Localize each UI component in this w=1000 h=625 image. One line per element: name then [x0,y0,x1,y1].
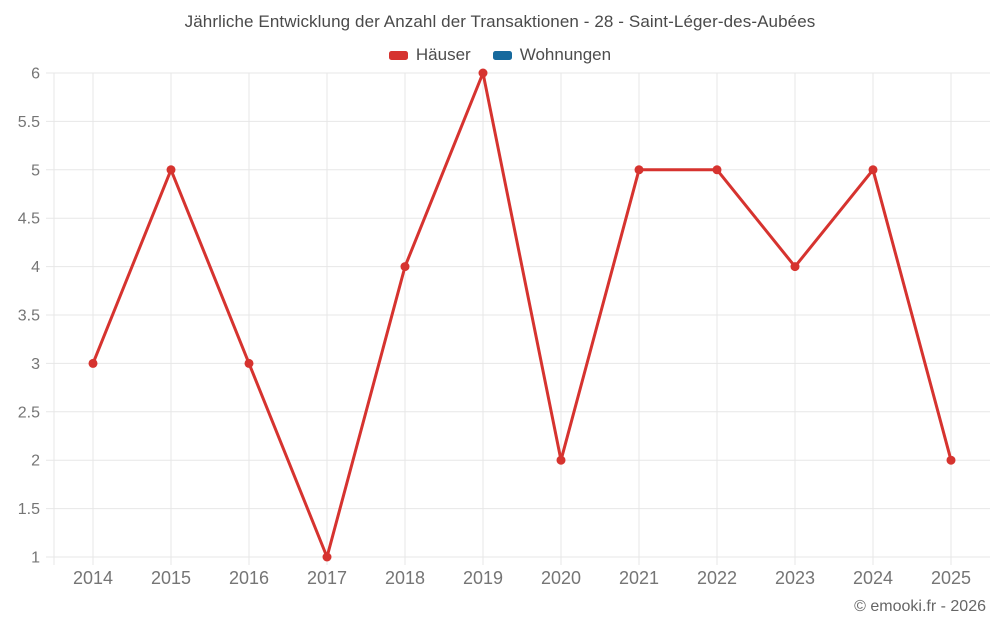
data-point-2016[interactable] [244,358,254,368]
x-axis-tick-label: 2015 [151,568,191,588]
x-axis-tick-label: 2024 [853,568,893,588]
y-axis-tick-label: 2 [31,453,40,470]
data-point-2023[interactable] [790,262,800,272]
y-axis-tick-label: 3 [31,356,40,373]
legend: Häuser Wohnungen [0,45,1000,65]
y-axis-tick-label: 4.5 [18,211,40,228]
x-axis-tick-label: 2023 [775,568,815,588]
data-point-2021[interactable] [634,165,644,175]
hauser-series-swatch-icon [388,50,408,60]
data-point-2022[interactable] [712,165,722,175]
data-point-2025[interactable] [946,455,956,465]
data-point-2017[interactable] [322,552,332,562]
x-axis-tick-label: 2022 [697,568,737,588]
x-axis-tick-label: 2020 [541,568,581,588]
x-axis-tick-label: 2016 [229,568,269,588]
wohnungen-series-swatch-icon [492,50,512,60]
chart-title: Jährliche Entwicklung der Anzahl der Tra… [184,12,816,31]
x-axis-tick-label: 2017 [307,568,347,588]
x-axis-tick-label: 2021 [619,568,659,588]
y-axis-tick-label: 5 [31,162,40,179]
legend-item-wohnungen[interactable]: Wohnungen [492,45,612,65]
y-axis-tick-label: 1 [31,550,40,567]
series-line-häuser [91,71,953,559]
data-point-2024[interactable] [868,165,878,175]
copyright-credit: © emooki.fr - 2026 [854,598,986,615]
x-axis-tick-label: 2025 [931,568,971,588]
x-axis-tick-label: 2014 [73,568,113,588]
y-axis-tick-label: 2.5 [18,404,40,421]
legend-item-hauser[interactable]: Häuser [388,45,471,65]
legend-label-hauser: Häuser [415,45,471,64]
data-point-2014[interactable] [88,358,98,368]
x-axis-tick-label: 2018 [385,568,425,588]
data-point-2019[interactable] [478,68,488,78]
data-point-2018[interactable] [400,262,410,272]
y-axis-tick-label: 1.5 [18,501,40,518]
y-axis-tick-label: 4 [31,259,40,276]
y-axis-tick-label: 5.5 [18,114,40,131]
x-axis-tick-label: 2019 [463,568,503,588]
legend-label-wohnungen: Wohnungen [519,45,612,64]
y-axis-tick-label: 6 [31,66,40,83]
data-point-2020[interactable] [556,455,566,465]
y-axis-tick-label: 3.5 [18,308,40,325]
data-point-2015[interactable] [166,165,176,175]
